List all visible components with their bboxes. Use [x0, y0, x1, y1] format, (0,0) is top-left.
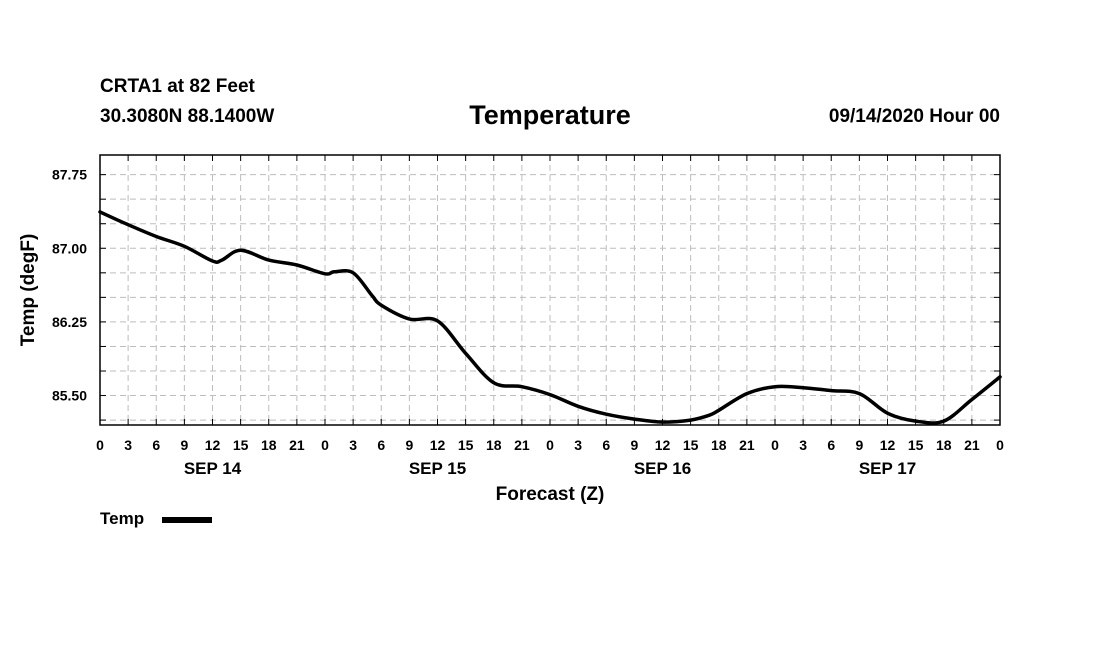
x-tick-label: 21: [964, 437, 980, 453]
y-axis-label: Temp (degF): [18, 234, 39, 347]
y-ticks: 85.50 86.25 87.00 87.75: [52, 167, 1000, 421]
x-tick-label: 15: [683, 437, 699, 453]
x-tick-label: 3: [574, 437, 582, 453]
x-tick-label: 3: [124, 437, 132, 453]
grid-lines: [100, 155, 1000, 425]
x-tick-label: 15: [908, 437, 924, 453]
x-tick-label: 0: [321, 437, 329, 453]
x-tick-label: 3: [349, 437, 357, 453]
x-tick-label: 0: [771, 437, 779, 453]
temp-series-line: [98, 210, 1002, 425]
y-tick-label: 86.25: [52, 314, 87, 330]
x-tick-label: 12: [430, 437, 446, 453]
x-tick-label: 9: [180, 437, 188, 453]
x-tick-label: 0: [96, 437, 104, 453]
x-tick-label: 12: [655, 437, 671, 453]
x-tick-label: 15: [233, 437, 249, 453]
y-tick-label: 87.00: [52, 240, 87, 256]
x-tick-label: 15: [458, 437, 474, 453]
x-axis-label: Forecast (Z): [496, 484, 605, 505]
y-tick-label: 85.50: [52, 388, 87, 404]
date-label: SEP 17: [859, 459, 916, 478]
x-tick-label: 6: [827, 437, 835, 453]
date-label: SEP 16: [634, 459, 691, 478]
x-tick-label: 9: [630, 437, 638, 453]
x-tick-label: 6: [602, 437, 610, 453]
station-coordinates: 30.3080N 88.1400W: [100, 106, 275, 127]
x-tick-label: 6: [377, 437, 385, 453]
x-tick-label: 12: [205, 437, 221, 453]
x-tick-label: 18: [936, 437, 952, 453]
y-tick-label: 87.75: [52, 167, 87, 183]
legend-swatch: [162, 517, 212, 523]
x-tick-label: 12: [880, 437, 896, 453]
x-tick-label: 18: [261, 437, 277, 453]
date-label: SEP 14: [184, 459, 242, 478]
x-tick-label: 0: [546, 437, 554, 453]
forecast-date: 09/14/2020 Hour 00: [828, 106, 1000, 127]
x-tick-label: 3: [799, 437, 807, 453]
x-tick-label: 18: [711, 437, 727, 453]
x-tick-label: 21: [514, 437, 530, 453]
x-tick-label: 9: [405, 437, 413, 453]
date-label: SEP 15: [409, 459, 466, 478]
plot-frame: [99, 154, 1001, 426]
station-title: CRTA1 at 82 Feet: [100, 76, 255, 97]
chart-title: Temperature: [469, 100, 631, 130]
x-tick-label: 6: [152, 437, 160, 453]
x-tick-label: 21: [739, 437, 755, 453]
x-tick-label: 21: [289, 437, 305, 453]
x-tick-label: 9: [855, 437, 863, 453]
x-tick-label: 0: [996, 437, 1004, 453]
x-ticks: 0 3 6 9 12 15 18 21 0 3 6 9 12 15 18 21 0 3 6 9 12 15 18 21 0 3 6 9…: [96, 155, 1004, 478]
x-tick-label: 18: [486, 437, 502, 453]
legend-label: Temp: [100, 509, 145, 528]
